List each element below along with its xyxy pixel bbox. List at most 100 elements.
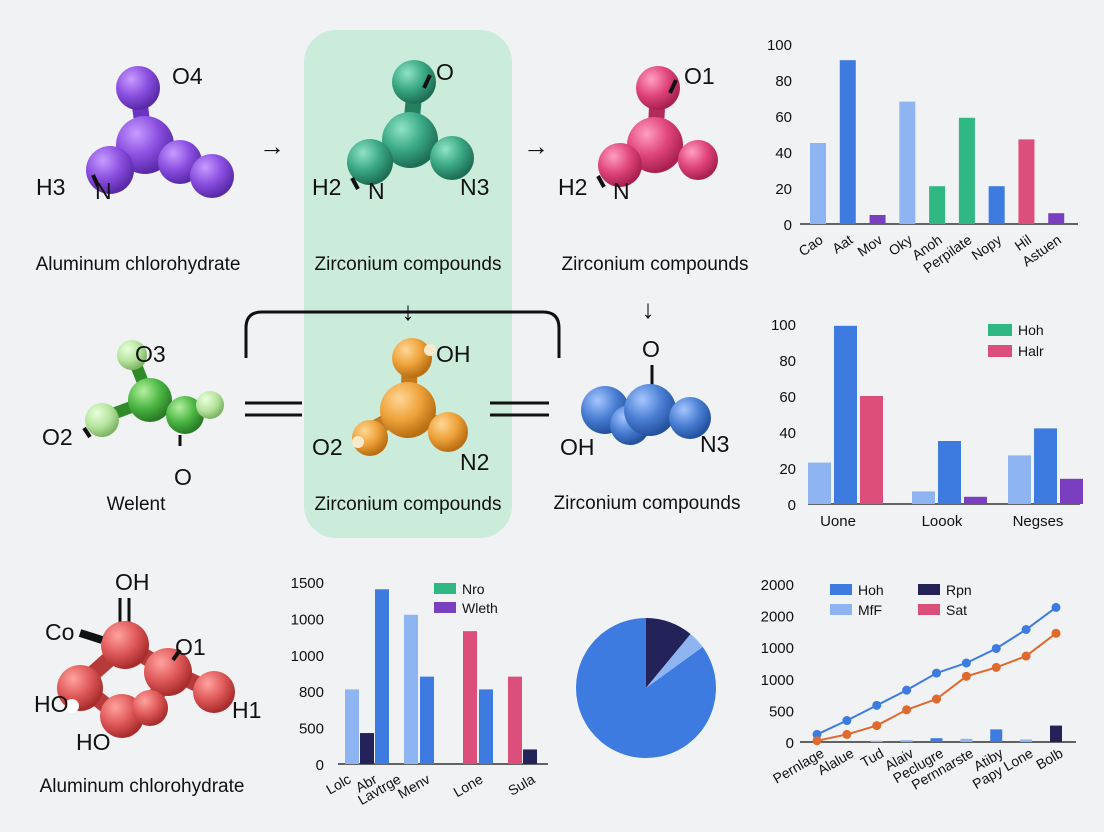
bar (1020, 739, 1033, 742)
y-tick-label: 500 (299, 721, 324, 738)
y-tick-label: 0 (788, 497, 796, 514)
y-tick-label: 0 (784, 217, 792, 234)
atom (166, 396, 204, 434)
atom (392, 60, 436, 104)
bar (958, 117, 975, 224)
bar (1048, 213, 1065, 224)
data-point (902, 705, 912, 715)
legend-label: Hoh (1018, 322, 1044, 338)
bar (938, 441, 961, 504)
legend-label: Rpn (946, 582, 972, 598)
data-point (872, 721, 882, 731)
bar (870, 740, 883, 742)
bar (479, 689, 493, 764)
atom-label: O (642, 336, 660, 362)
atom (85, 403, 119, 437)
atom (65, 699, 79, 713)
bracket-connector (244, 310, 561, 358)
data-point (1021, 625, 1031, 635)
legend-swatch (918, 584, 940, 595)
legend-swatch (434, 583, 456, 594)
bar (360, 733, 374, 764)
y-tick-label: 80 (779, 353, 796, 370)
pie-slice (646, 618, 691, 688)
y-tick-label: 20 (779, 461, 796, 478)
atom-label: O4 (172, 63, 203, 89)
atom-label: Co (45, 619, 74, 645)
molecule-zirconium-orange: OH O2 N2 (312, 338, 489, 475)
y-tick-label: 1000 (761, 640, 794, 657)
atom (430, 136, 474, 180)
data-point (902, 685, 912, 695)
atom (636, 66, 680, 110)
bar (990, 729, 1003, 742)
data-point (842, 716, 852, 726)
bar (869, 215, 886, 224)
atom (144, 648, 192, 696)
y-tick-label: 1500 (291, 575, 324, 592)
atom (117, 340, 147, 370)
data-point (961, 658, 971, 668)
reaction-arrow: → (523, 131, 549, 161)
atom-label: O (174, 464, 192, 490)
y-tick-label: 1000 (291, 648, 324, 665)
molecule-welent-green: O3 O2 O (42, 340, 224, 490)
atom (392, 338, 432, 378)
molecule-caption: Zirconium compounds (315, 254, 502, 275)
y-tick-label: 500 (769, 703, 794, 720)
bar (523, 749, 537, 764)
bar (1060, 478, 1083, 504)
molecule-caption: Welent (107, 494, 167, 515)
bar (808, 462, 831, 504)
molecule-caption: Zirconium compounds (562, 254, 749, 275)
bar (1050, 725, 1062, 742)
y-tick-label: 100 (771, 317, 796, 334)
legend-label: Halr (1018, 343, 1044, 359)
y-tick-label: 40 (779, 425, 796, 442)
data-point (961, 671, 971, 681)
bar (834, 325, 857, 504)
atom-label: O3 (135, 341, 166, 367)
bar (1034, 428, 1057, 504)
legend-label: Wleth (462, 600, 498, 616)
atom (669, 397, 711, 439)
data-point (812, 729, 822, 739)
molecule-zirconium-teal: O H2 N N3 (312, 59, 489, 204)
x-tick-label: Hil (1012, 231, 1035, 253)
reaction-arrow: ↓ (642, 294, 655, 324)
bar (930, 738, 943, 742)
bar (900, 740, 913, 742)
bar (988, 186, 1005, 224)
atom-label: HO (34, 691, 69, 717)
atom (132, 690, 168, 726)
data-point (872, 700, 882, 710)
grouped-bar-chart-middle-right: 100 80 60 40 20 0 Uone Loook Negses Hoh Halr (771, 317, 1083, 530)
atom-label: HO (76, 729, 111, 755)
reaction-arrow: → (259, 131, 285, 161)
bar (810, 143, 826, 224)
atom (598, 143, 642, 187)
y-tick-label: 100 (767, 37, 792, 54)
atom-label: N (95, 178, 112, 204)
bar (1008, 455, 1031, 504)
atom-label: O2 (312, 434, 343, 460)
atom (196, 391, 224, 419)
atom-label: N (613, 178, 630, 204)
atom (424, 344, 436, 356)
atom (347, 139, 393, 185)
y-tick-label: 0 (316, 757, 324, 774)
bar (964, 496, 987, 504)
atom-label: OH (436, 341, 471, 367)
y-tick-label: 20 (775, 181, 792, 198)
data-point (1021, 651, 1031, 661)
legend-swatch (830, 584, 852, 595)
molecule-zirconium-pink: O1 H2 N (558, 63, 718, 204)
x-tick-label: Uone (820, 513, 856, 530)
legend-label: Nro (462, 581, 485, 597)
data-point (991, 643, 1001, 653)
y-tick-label: 800 (299, 684, 324, 701)
legend-label: Sat (946, 602, 967, 618)
atom (678, 140, 718, 180)
